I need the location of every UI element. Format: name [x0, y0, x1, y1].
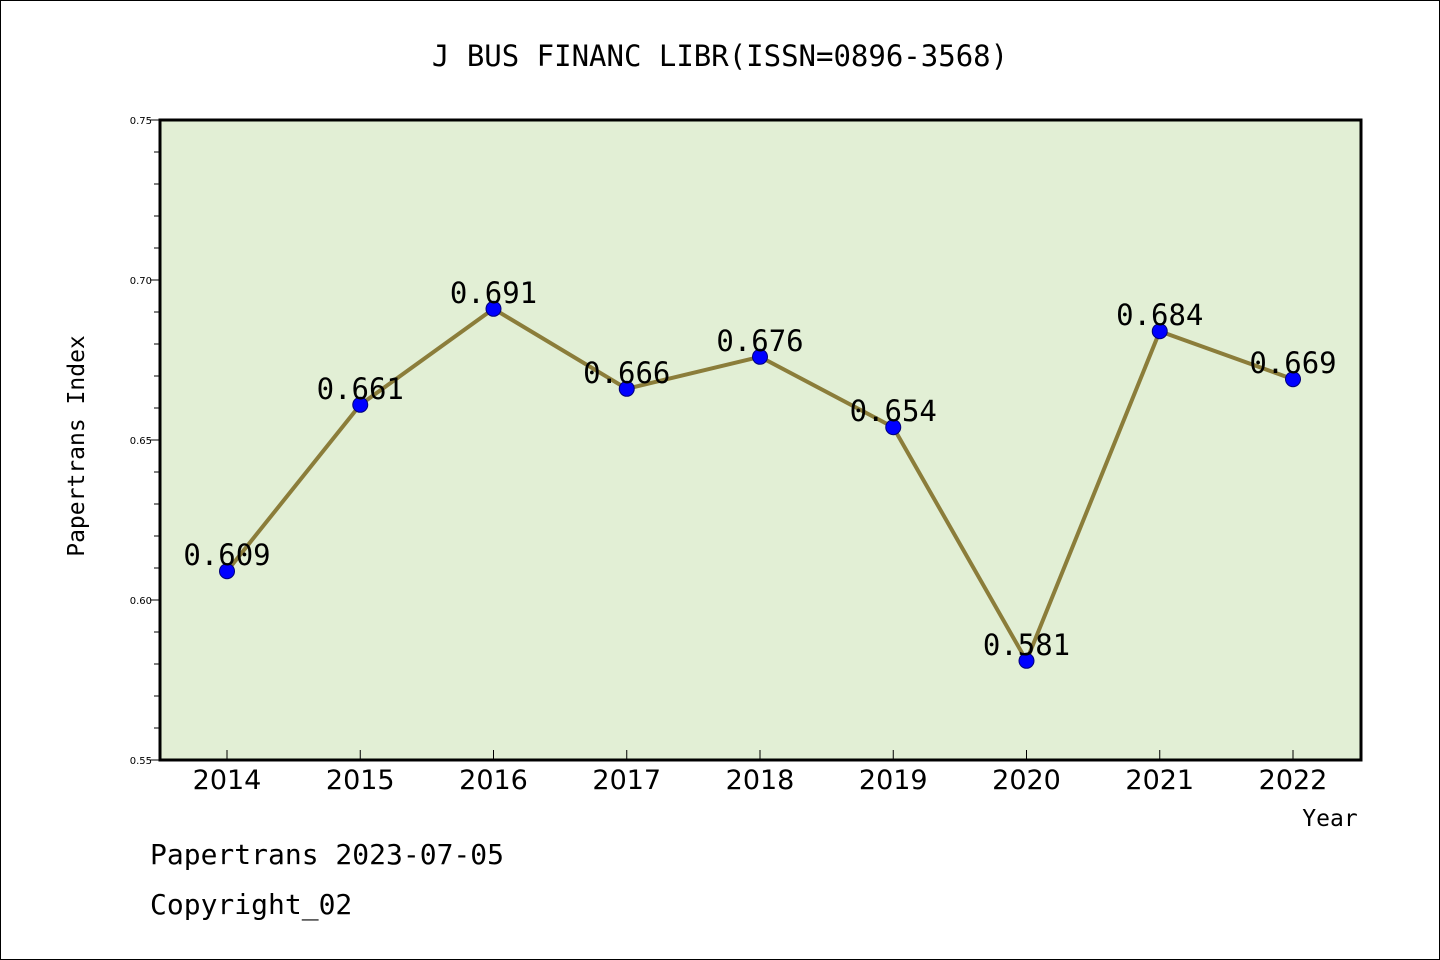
y-tick-label: 0.65	[130, 436, 152, 447]
x-tick-label: 2015	[326, 765, 395, 796]
x-tick-label: 2021	[1125, 765, 1194, 796]
data-point	[1285, 371, 1301, 388]
y-tick-label: 0.70	[130, 276, 152, 287]
data-label: 0.654	[850, 394, 937, 428]
data-label: 0.609	[183, 538, 270, 572]
chart-title: J BUS FINANC LIBR(ISSN=0896-3568)	[432, 39, 1008, 73]
x-tick-label: 2016	[459, 765, 528, 796]
data-point	[1018, 652, 1035, 669]
data-point	[485, 300, 502, 317]
y-tick-label: 0.75	[130, 116, 152, 127]
data-label: 0.666	[583, 356, 670, 390]
data-point	[352, 396, 369, 413]
plot-area	[160, 120, 1361, 760]
data-label: 0.669	[1249, 346, 1336, 380]
y-tick-label: 0.60	[130, 596, 152, 607]
data-label: 0.691	[450, 276, 537, 310]
data-label: 0.684	[1116, 298, 1203, 332]
x-axis-ticks: 2014 2015 2016 2017 2018 2019 2020 2021 2022	[193, 750, 1328, 796]
data-point	[1151, 323, 1168, 340]
x-tick-label: 2019	[859, 765, 928, 796]
x-tick-label: 2017	[592, 765, 661, 796]
plot-border	[158, 118, 1363, 762]
x-tick-label: 2020	[992, 765, 1061, 796]
y-tick-label: 0.55	[130, 756, 152, 767]
data-point	[885, 419, 902, 436]
footer-copyright: Copyright_02	[150, 888, 352, 922]
footer-date: Papertrans 2023-07-05	[150, 838, 504, 871]
x-axis-label: Year	[1302, 806, 1357, 832]
y-axis-label: Papertrans Index	[64, 335, 90, 557]
x-tick-label: 2014	[193, 765, 262, 796]
data-labels: 0.609 0.661 0.691 0.666 0.676 0.654 0.581 0.684…	[183, 276, 1336, 662]
x-tick-label: 2018	[726, 765, 795, 796]
y-axis-ticks: 0.55 0.60 0.65 0.70 0.75	[130, 116, 152, 767]
data-point	[618, 380, 635, 397]
data-point	[752, 348, 768, 365]
data-label: 0.661	[317, 372, 404, 406]
data-point	[219, 563, 235, 580]
series-markers	[219, 300, 1301, 669]
x-tick-label: 2022	[1259, 765, 1328, 796]
data-label: 0.676	[716, 324, 803, 358]
data-label: 0.581	[983, 628, 1070, 662]
